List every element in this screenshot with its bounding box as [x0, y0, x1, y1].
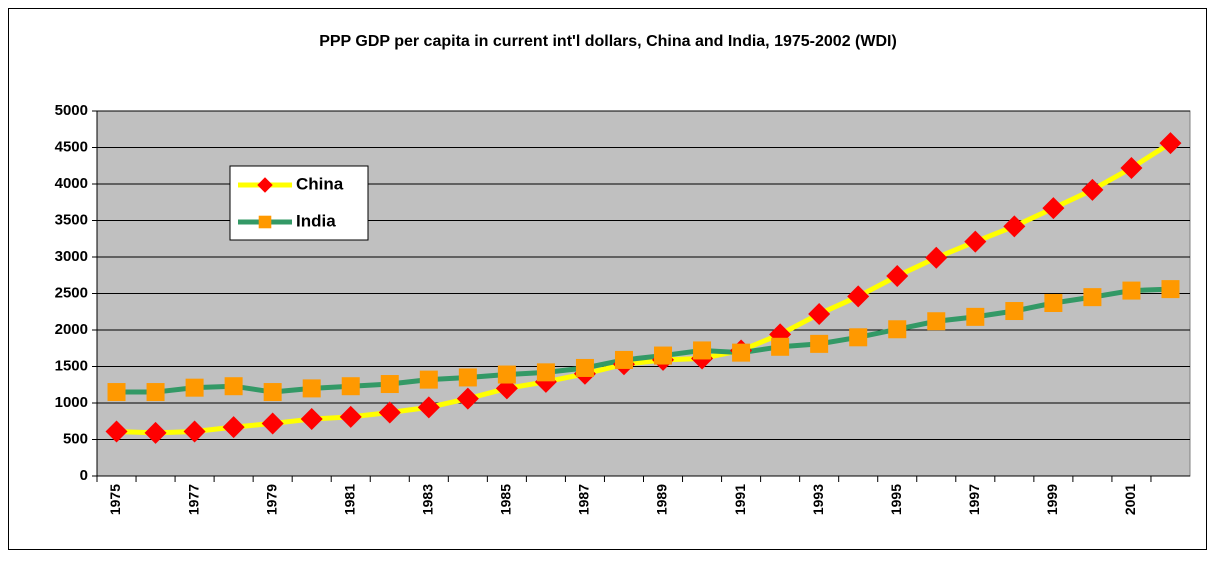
data-point: [419, 370, 438, 389]
data-point: [456, 387, 479, 410]
data-point: [107, 383, 126, 402]
data-point: [497, 365, 516, 384]
data-point: [378, 401, 401, 424]
data-point: [536, 363, 555, 382]
legend-label: China: [296, 174, 344, 193]
series-line: [116, 141, 1172, 436]
x-tick-label: 1989: [654, 484, 670, 515]
data-point: [1081, 178, 1104, 201]
data-point: [927, 312, 946, 331]
data-point: [771, 337, 790, 356]
series-line: [116, 286, 1171, 395]
data-point: [1159, 132, 1182, 155]
x-tick-label: 1987: [576, 484, 592, 515]
y-tick-label: 4000: [55, 175, 88, 192]
x-tick-label: 1991: [732, 484, 748, 515]
data-point: [261, 412, 284, 435]
data-point: [380, 375, 399, 394]
y-tick-label: 3500: [55, 211, 88, 228]
data-point: [654, 346, 673, 365]
data-point: [614, 350, 633, 369]
x-tick-label: 1997: [966, 484, 982, 515]
data-point: [300, 408, 323, 431]
data-point: [183, 420, 206, 443]
data-point: [185, 378, 204, 397]
data-point: [222, 416, 245, 439]
legend-box: [229, 165, 369, 241]
data-point: [105, 420, 128, 443]
data-point: [1161, 280, 1180, 299]
y-tick-label: 1500: [55, 357, 88, 374]
data-point: [1083, 288, 1102, 307]
data-point: [925, 246, 948, 269]
x-tick-label: 1999: [1044, 484, 1060, 515]
data-point: [144, 421, 167, 444]
x-tick-label: 1993: [810, 484, 826, 515]
data-point: [732, 343, 751, 362]
y-tick-label: 1000: [55, 394, 88, 411]
data-point: [886, 264, 909, 287]
data-point: [888, 320, 907, 339]
x-tick-label: 1977: [185, 484, 201, 515]
data-point: [341, 377, 360, 396]
x-tick-label: 1995: [888, 484, 904, 515]
data-point: [847, 285, 870, 308]
data-point: [146, 383, 165, 402]
y-tick-label: 2000: [55, 321, 88, 338]
data-point: [1042, 197, 1065, 220]
y-tick-label: 0: [80, 467, 88, 484]
data-point: [417, 396, 440, 419]
data-point: [302, 379, 321, 398]
x-tick-label: 2001: [1122, 484, 1138, 515]
x-tick-label: 1981: [341, 484, 357, 515]
y-tick-label: 4500: [55, 138, 88, 155]
chart-title: PPP GDP per capita in current int'l doll…: [319, 33, 897, 50]
data-point: [1120, 156, 1143, 179]
data-point: [224, 377, 243, 396]
y-tick-label: 5000: [55, 102, 88, 119]
data-point: [458, 368, 477, 387]
data-point: [808, 302, 831, 325]
data-point: [1005, 302, 1024, 321]
data-point: [575, 358, 594, 377]
data-point: [693, 341, 712, 360]
data-point: [1044, 293, 1063, 312]
x-tick-label: 1975: [107, 484, 123, 515]
data-point: [964, 230, 987, 253]
data-point: [1003, 215, 1026, 238]
y-tick-label: 2500: [55, 284, 88, 301]
data-point: [263, 383, 282, 402]
y-tick-label: 500: [63, 430, 88, 447]
x-tick-label: 1979: [263, 484, 279, 515]
x-tick-label: 1985: [498, 484, 514, 515]
data-point: [849, 328, 868, 347]
data-point: [1122, 281, 1141, 300]
data-point: [810, 334, 829, 353]
data-point: [966, 307, 985, 326]
legend-marker: [258, 215, 272, 229]
data-point: [339, 405, 362, 428]
legend-label: India: [296, 211, 336, 230]
y-tick-label: 3000: [55, 248, 88, 265]
x-tick-label: 1983: [420, 484, 436, 515]
